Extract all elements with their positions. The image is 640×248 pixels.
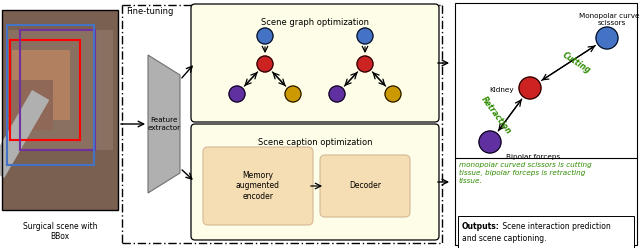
Bar — [7, 80, 53, 130]
FancyBboxPatch shape — [191, 4, 439, 122]
Text: monopolar curved scissors is cutting
tissue, bipolar forceps is retracting
tissu: monopolar curved scissors is cutting tis… — [459, 162, 592, 184]
Circle shape — [285, 86, 301, 102]
Circle shape — [596, 27, 618, 49]
Text: Outputs:: Outputs: — [462, 222, 500, 231]
Text: Surgical scene with
BBox: Surgical scene with BBox — [23, 222, 97, 241]
Circle shape — [519, 77, 541, 99]
Circle shape — [257, 56, 273, 72]
Bar — [20, 30, 95, 150]
Text: and scene captioning.: and scene captioning. — [462, 234, 547, 243]
Text: Scene caption optimization: Scene caption optimization — [258, 138, 372, 147]
Text: Cutting: Cutting — [561, 51, 592, 75]
Text: Bipolar forceps: Bipolar forceps — [506, 154, 560, 160]
Circle shape — [385, 86, 401, 102]
Circle shape — [257, 28, 273, 44]
Circle shape — [479, 131, 501, 153]
Bar — [7, 30, 113, 150]
Text: Fine-tuning: Fine-tuning — [126, 7, 173, 16]
Text: Retraction: Retraction — [479, 94, 513, 136]
Bar — [455, 3, 637, 245]
Bar — [10, 40, 79, 140]
Circle shape — [357, 56, 373, 72]
Bar — [458, 216, 634, 248]
Text: Decoder: Decoder — [349, 182, 381, 190]
Text: Scene graph optimization: Scene graph optimization — [261, 18, 369, 27]
Text: Monopolar curved
scissors: Monopolar curved scissors — [579, 13, 640, 26]
Bar — [0, 90, 49, 178]
Circle shape — [357, 28, 373, 44]
Circle shape — [229, 86, 245, 102]
Bar — [2, 10, 118, 210]
Bar — [12, 50, 70, 120]
Bar — [7, 25, 94, 165]
FancyBboxPatch shape — [191, 124, 439, 240]
Circle shape — [329, 86, 345, 102]
FancyBboxPatch shape — [320, 155, 410, 217]
FancyBboxPatch shape — [203, 147, 313, 225]
Text: Memory
augmented
encoder: Memory augmented encoder — [236, 171, 280, 201]
Text: Feature
extractor: Feature extractor — [147, 118, 180, 130]
Text: Kidney: Kidney — [490, 87, 514, 93]
Bar — [2, 10, 118, 210]
Polygon shape — [148, 55, 180, 193]
Text: Scene interaction prediction: Scene interaction prediction — [500, 222, 611, 231]
